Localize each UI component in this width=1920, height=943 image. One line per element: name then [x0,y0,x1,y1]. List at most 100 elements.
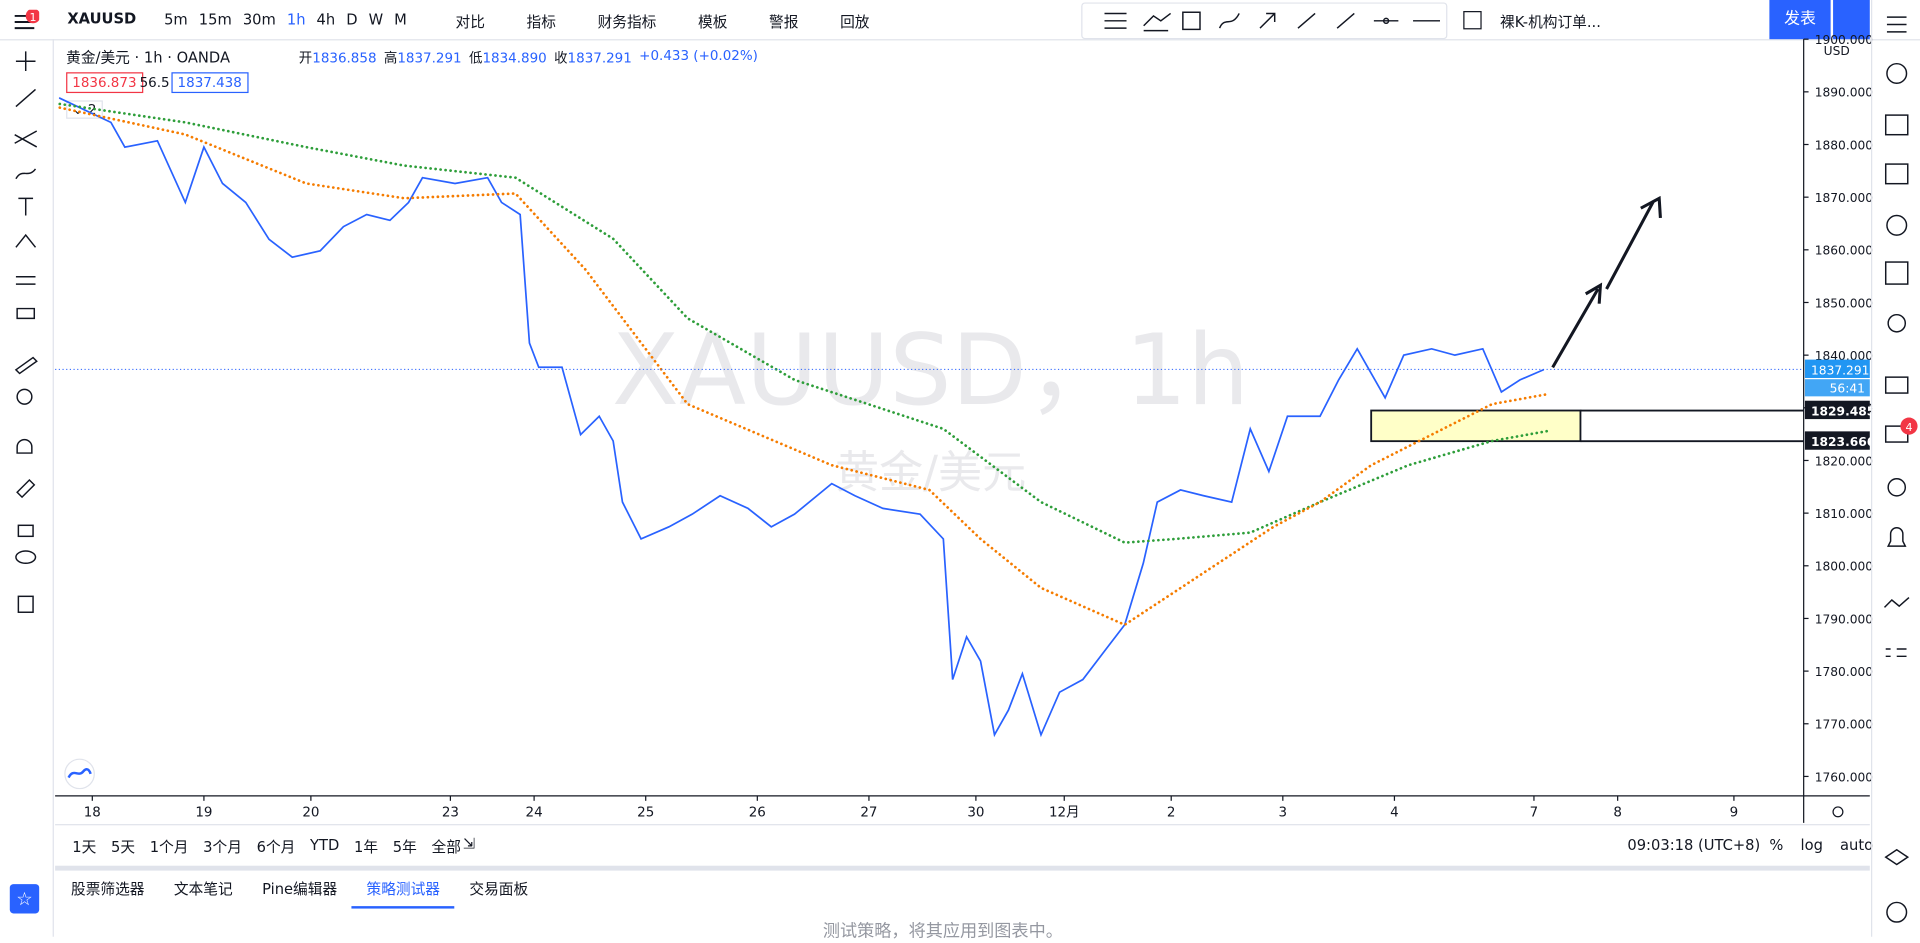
range-button[interactable]: 6个月 [256,838,296,856]
interval-button[interactable]: W [368,11,384,29]
interval-button[interactable]: 1h [286,11,306,29]
symbol[interactable]: XAUUSD [67,9,137,27]
goto-icon[interactable]: ⇲ [462,835,476,853]
ask: 1837.438 [171,72,248,94]
x-tick-label: 8 [1613,806,1622,821]
panel-tab[interactable]: 交易面板 [469,880,529,898]
x-tick-label: 4 [1390,806,1399,821]
x-tick-label: 23 [442,806,459,821]
y-tick-label: 1850.000 [1815,296,1873,310]
clock: 09:03:18 (UTC+8) [1627,836,1761,854]
symbol-name: 黄金/美元 [66,48,130,67]
ohlc-key: 收 [554,50,568,67]
range-button[interactable]: YTD [310,836,340,854]
toolbar-button[interactable]: 回放 [840,13,870,31]
ohlc-key: 开 [298,50,313,67]
range-button[interactable]: 1年 [354,838,379,856]
panel-tab[interactable]: 股票筛选器 [71,880,145,898]
range-button[interactable]: 1个月 [149,838,189,856]
spread: 56.5 [139,74,170,91]
toolbar-button[interactable]: 模板 [698,13,728,31]
panel-message: 测试策略，将其应用到图表中。 [822,922,1063,942]
toolbar-buttons: 对比 指标 财务指标 模板 警报 回放 [456,11,870,32]
interval-button[interactable]: 4h [316,11,336,29]
scale-options: % log auto [1769,836,1873,853]
publish-button[interactable]: 发表 [1769,0,1831,40]
ohlc-item: 收1837.291 [554,48,632,68]
y-tick-label: 1900.000 [1815,33,1873,47]
interval-button[interactable]: M [394,11,407,29]
toolbar-button[interactable]: 警报 [769,13,799,31]
scale-option[interactable]: % [1769,836,1784,854]
currency: USD [1824,44,1850,58]
interval: 1h [143,48,163,67]
ohlc-value: 1837.291 [567,50,632,67]
range-button[interactable]: 5年 [392,838,417,856]
logo-mark [67,768,92,779]
toolbar-button[interactable]: 对比 [455,13,485,31]
interval-button[interactable]: 15m [198,11,232,29]
replay-button[interactable] [1833,0,1870,40]
layout-icon[interactable] [1463,11,1482,30]
menu-icon[interactable]: 1 [12,9,40,32]
ohlc-item: 开1836.858 [299,48,377,68]
interval-button[interactable]: 30m [242,11,276,29]
countdown-tag [1804,379,1870,397]
right-sidebar: 4 [1871,0,1920,937]
moving-average [58,102,1550,544]
panel-tabs: 股票筛选器 文本笔记 Pine编辑器 策略测试器 交易面板 [56,871,543,909]
menu-badge: 1 [30,11,37,24]
panel-tab[interactable]: 文本笔记 [173,880,233,898]
x-tick-label: 24 [526,806,543,821]
ohlc-item: 高1837.291 [384,48,462,68]
favorites-button[interactable]: ☆ [9,884,40,914]
panel-tab[interactable]: Pine编辑器 [262,880,338,898]
intervals: 5m 15m 30m 1h 4h D W M [164,11,407,28]
toolbar-button[interactable]: 指标 [526,13,556,31]
y-tick-label: 1760.000 [1815,770,1873,784]
zone [1370,409,1582,443]
scale-option[interactable]: log [1800,836,1823,854]
range-button[interactable]: 5天 [110,838,136,856]
x-tick-label: 7 [1530,806,1539,821]
scale-option[interactable]: auto [1840,836,1874,854]
collapse-count: 2 [87,101,97,118]
bottom-bar [55,824,1870,864]
y-tick-label: 1780.000 [1815,665,1873,679]
x-tick-label: 26 [749,806,766,821]
range-button[interactable]: 3个月 [203,838,242,856]
zone-label: 1829.485 [1811,404,1875,418]
zone-tag [1804,400,1870,420]
legend-title: 黄金/美元 · 1h · OANDA [66,48,231,67]
range-button[interactable]: 全部 [431,838,461,856]
ohlc-item: 低1834.890 [469,48,547,68]
layout-name[interactable]: 裸K-机构订单... [1500,13,1601,31]
zone-tag [1804,431,1870,450]
interval-button[interactable]: D [346,11,358,29]
moving-average [58,106,1550,627]
range-button[interactable]: 1天 [72,838,97,856]
toolbar-button[interactable]: 财务指标 [597,13,657,31]
panel-tab[interactable]: 策略测试器 [351,871,455,909]
ohlc-value: 1836.858 [312,50,377,67]
y-tick-label: 1810.000 [1815,507,1873,521]
y-tick-label: 1890.000 [1815,86,1873,100]
arrow-drawing[interactable] [1551,195,1662,369]
y-tick-label: 1770.000 [1815,718,1873,732]
x-tick-label: 9 [1730,806,1739,821]
y-tick-label: 1820.000 [1815,454,1873,468]
x-tick-label: 18 [84,806,101,821]
x-tick-label: 27 [860,806,877,821]
y-tick-label: 1860.000 [1815,244,1873,258]
ohlc-value: 1837.291 [397,50,462,67]
ohlc-value: 1834.890 [482,50,547,67]
interval-button[interactable]: 5m [164,11,188,29]
collapse[interactable]: ⌄ 2 [66,100,103,119]
left-toolbar [0,39,54,937]
bottom-panel [55,865,1870,942]
sidebar-badge: 4 [1905,421,1912,434]
x-tick-label: 20 [302,806,319,821]
y-tick-label: 1870.000 [1815,191,1873,205]
last-price-label: 1837.291 [1811,363,1869,377]
